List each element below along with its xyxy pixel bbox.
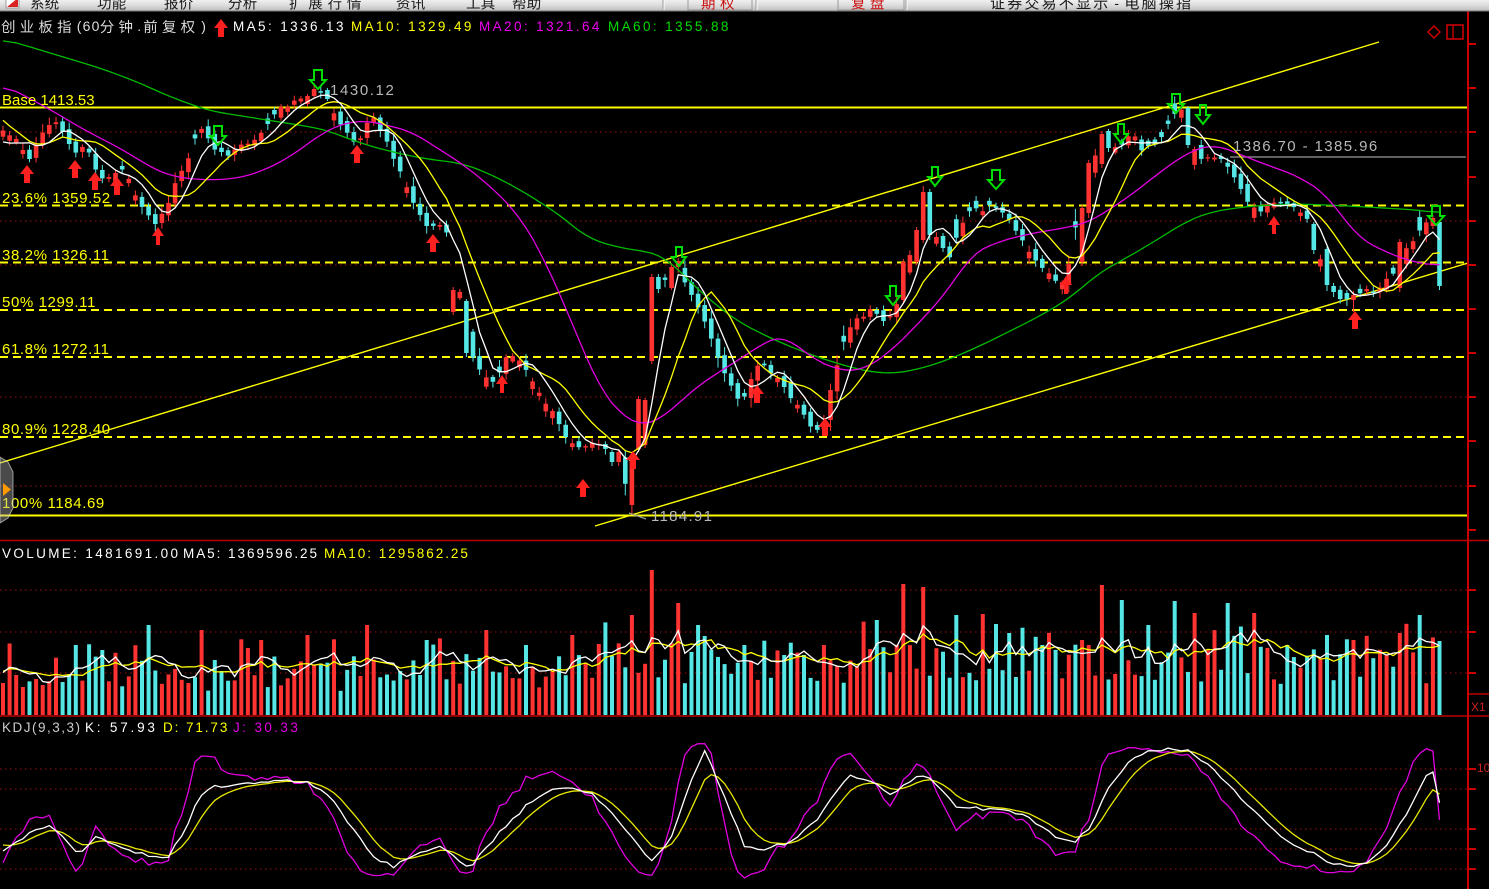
svg-text:D: 71.73: D: 71.73 (163, 720, 229, 735)
svg-text:): ) (201, 18, 206, 34)
svg-text:61.8% 1272.11: 61.8% 1272.11 (2, 341, 110, 358)
svg-text:X1: X1 (1471, 700, 1486, 714)
svg-text:38.2% 1326.11: 38.2% 1326.11 (2, 247, 110, 264)
svg-text:100% 1184.69: 100% 1184.69 (2, 495, 105, 512)
svg-text:(60: (60 (77, 18, 101, 34)
svg-text:50% 1299.11: 50% 1299.11 (2, 294, 96, 311)
svg-text:MA60: 1355.88: MA60: 1355.88 (608, 19, 731, 34)
svg-text:MA10: 1295862.25: MA10: 1295862.25 (324, 546, 470, 561)
svg-text:10: 10 (1477, 761, 1489, 775)
svg-text:Base 1413.53: Base 1413.53 (2, 92, 95, 109)
svg-text:1184.91: 1184.91 (651, 508, 713, 525)
svg-text:-: - (1114, 0, 1119, 11)
svg-text:23.6% 1359.52: 23.6% 1359.52 (2, 190, 111, 207)
svg-text:MA20: 1321.64: MA20: 1321.64 (479, 19, 602, 34)
svg-text:80.9% 1228.40: 80.9% 1228.40 (2, 421, 111, 438)
svg-text:VOLUME: 1481691.00: VOLUME: 1481691.00 (2, 546, 180, 561)
svg-text:MA10: 1329.49: MA10: 1329.49 (351, 19, 474, 34)
svg-text:.: . (137, 18, 141, 34)
svg-text:J: 30.33: J: 30.33 (233, 720, 300, 735)
svg-text:K: 57.93: K: 57.93 (85, 720, 158, 735)
svg-text:1430.12: 1430.12 (330, 82, 395, 99)
svg-text:1386.70 - 1385.96: 1386.70 - 1385.96 (1233, 138, 1379, 155)
svg-text:KDJ(9,3,3): KDJ(9,3,3) (2, 720, 82, 735)
svg-text:MA5: 1336.13: MA5: 1336.13 (233, 19, 346, 34)
svg-text:MA5: 1369596.25: MA5: 1369596.25 (183, 546, 319, 561)
